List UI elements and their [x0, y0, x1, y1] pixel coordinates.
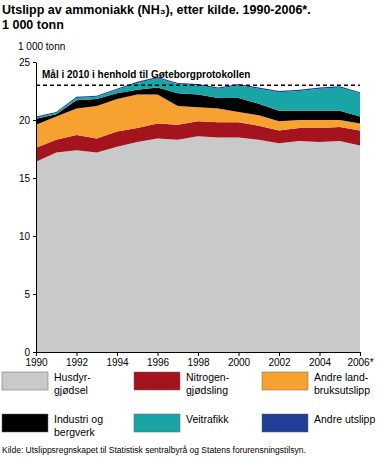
x-tick: 2004 [309, 352, 332, 368]
legend-item: Industri ogbergverk [2, 413, 103, 438]
y-tick: 10 [19, 231, 36, 242]
y-tick: 15 [19, 173, 36, 184]
y-axis-title: 1 000 tonn [18, 41, 65, 52]
y-tick: 5 [24, 289, 36, 300]
x-axis: 1990 1992 1994 1996 1998 2000 2002 2004 2006* [25, 352, 373, 368]
y-tick-label: 15 [19, 173, 31, 184]
x-tick-label: 1990 [25, 357, 48, 368]
x-tick-label: 1994 [106, 357, 129, 368]
area [36, 77, 360, 118]
legend-label: Industri ogbergverk [54, 413, 103, 438]
legend-item: Andre land-bruksutslipp [262, 371, 370, 396]
x-tick-mark [158, 352, 159, 356]
x-tick-label: 1996 [147, 357, 170, 368]
x-tick-label: 1998 [187, 357, 210, 368]
legend-label: Andre utslipp [314, 413, 375, 425]
legend-label: Andre land-bruksutslipp [314, 371, 370, 396]
legend-item: Veitrafikk [134, 413, 229, 432]
x-tick: 1994 [106, 352, 129, 368]
x-tick-mark [36, 352, 37, 356]
y-tick-label: 25 [19, 57, 31, 68]
x-tick-label: 2004 [309, 357, 332, 368]
subtitle: 1 000 tonn [2, 18, 64, 32]
x-tick-mark [77, 352, 78, 356]
x-tick-mark [117, 352, 118, 356]
x-tick-mark [360, 352, 361, 356]
y-tick-label: 0 [24, 347, 30, 358]
y-tick-label: 5 [24, 289, 30, 300]
x-tick: 1996 [147, 352, 170, 368]
y-axis-line [36, 63, 37, 353]
y-tick-mark [33, 236, 36, 237]
legend-label: Husdyr-gjødsel [54, 371, 91, 396]
source: Kilde: Utslippsregnskapet til Statistisk… [2, 445, 306, 455]
chart: Utslipp av ammoniakk (NH₃), etter kilde.… [0, 0, 380, 459]
y-tick-mark [33, 62, 36, 63]
legend-swatch [134, 372, 180, 390]
legend-swatch [2, 372, 48, 390]
legend-swatch [262, 372, 308, 390]
y-tick: 20 [19, 115, 36, 126]
y-tick-label: 10 [19, 231, 31, 242]
plot-area [36, 77, 360, 352]
legend-label: Veitrafikk [186, 413, 229, 425]
y-tick-mark [33, 294, 36, 295]
x-tick-mark [279, 352, 280, 356]
y-tick: 0 [24, 347, 36, 358]
y-tick: 25 [19, 57, 36, 68]
x-tick-mark [320, 352, 321, 356]
annotation: Mål i 2010 i henhold til Gøteborgprotoko… [42, 69, 250, 80]
x-tick: 2002 [268, 352, 291, 368]
legend-item: Husdyr-gjødsel [2, 371, 91, 396]
legend-swatch [134, 414, 180, 432]
x-tick: 1998 [187, 352, 210, 368]
x-tick-mark [198, 352, 199, 356]
legend-label: Nitrogen-gjødsling [186, 371, 230, 396]
x-tick-label: 1992 [66, 357, 89, 368]
x-tick-mark [239, 352, 240, 356]
legend-swatch [262, 414, 308, 432]
x-tick-label: 2006* [347, 357, 373, 368]
y-tick-mark [33, 352, 36, 353]
y-tick-mark [33, 120, 36, 121]
legend-item: Andre utslipp [262, 413, 375, 432]
y-tick-label: 20 [19, 115, 31, 126]
area [36, 136, 360, 352]
title: Utslipp av ammoniakk (NH₃), etter kilde.… [2, 3, 311, 17]
target-line [36, 84, 360, 86]
y-tick-mark [33, 178, 36, 179]
x-tick: 1992 [66, 352, 89, 368]
y-axis: 0 5 10 15 20 25 [19, 57, 37, 358]
x-tick: 2000 [228, 352, 251, 368]
x-tick-label: 2000 [228, 357, 251, 368]
legend-item: Nitrogen-gjødsling [134, 371, 230, 396]
x-tick-label: 2002 [268, 357, 291, 368]
legend-swatch [2, 414, 48, 432]
x-tick: 2006* [347, 352, 373, 368]
